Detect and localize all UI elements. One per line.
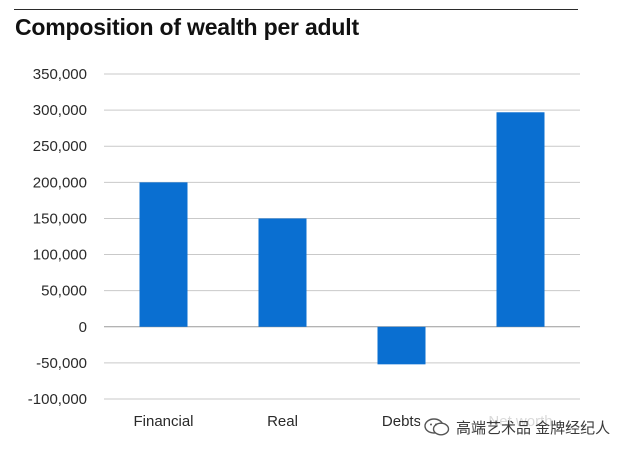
y-axis-tick-labels: 350,000 300,000 250,000 200,000 150,000 100,0… (28, 66, 87, 408)
bar-net-worth (496, 112, 545, 327)
watermark-text: 高端艺术品 金牌经纪人 (456, 419, 611, 437)
y-tick-label: -100,000 (28, 391, 87, 408)
y-tick-label: 350,000 (33, 66, 87, 83)
x-category-label: Debts (382, 413, 421, 430)
x-category-label: Real (267, 413, 298, 430)
y-tick-label: -50,000 (36, 355, 87, 372)
chart-title: Composition of wealth per adult (15, 14, 359, 40)
title-rule (14, 9, 578, 10)
y-tick-label: 100,000 (33, 247, 87, 264)
y-tick-label: 150,000 (33, 210, 87, 227)
watermark-badge: 高端艺术品 金牌经纪人 (420, 414, 619, 440)
y-tick-label: 300,000 (33, 102, 87, 119)
y-tick-label: 50,000 (41, 283, 87, 300)
bar-financial (139, 182, 188, 327)
y-tick-label: 250,000 (33, 138, 87, 155)
bar-real (258, 218, 307, 327)
wechat-icon (424, 418, 450, 436)
bars (139, 112, 545, 365)
bar-debts (377, 326, 426, 365)
y-tick-label: 0 (79, 319, 87, 336)
y-tick-label: 200,000 (33, 174, 87, 191)
x-category-label: Financial (133, 413, 193, 430)
